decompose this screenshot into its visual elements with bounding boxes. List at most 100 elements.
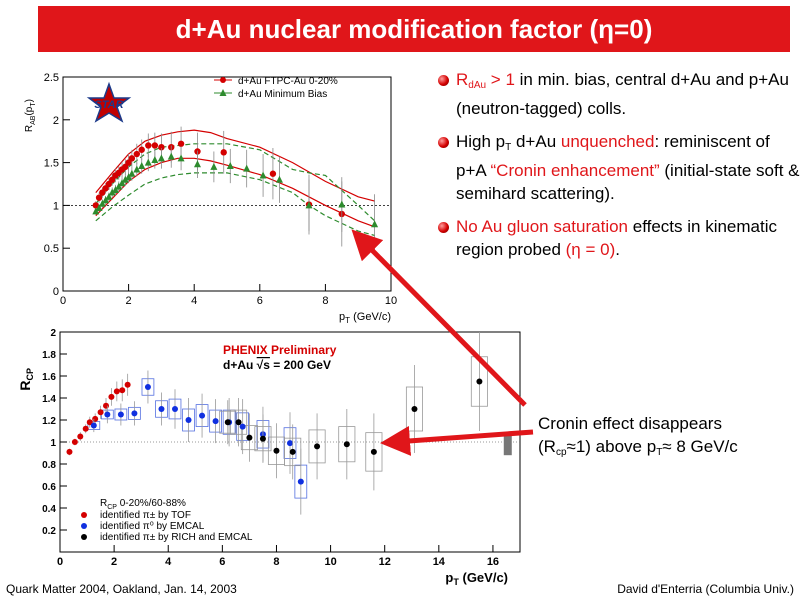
data-point-minbias xyxy=(133,165,141,173)
data-point-central xyxy=(151,142,159,149)
data-point xyxy=(108,393,115,400)
legend-label: d+Au FTPC-Au 0-20% xyxy=(238,76,338,87)
y-tick-label: 1.6 xyxy=(42,372,56,383)
legend-marker xyxy=(81,534,87,540)
saturation-label: No Au gluon saturation xyxy=(456,217,629,236)
star-rdau-chart: 0 2 4 6 8 10 0 0.5 1 1.5 2 2.5 RAB(pT) pT (GeV/c) STAR… xyxy=(24,72,397,324)
data-point xyxy=(370,448,377,455)
bullet-item-saturation: No Au gluon saturation effects in kinema… xyxy=(438,215,800,261)
data-point xyxy=(199,412,206,419)
data-point-central xyxy=(128,155,136,162)
legend-label: identified π± by RICH and EMCAL xyxy=(100,532,253,543)
data-point xyxy=(235,419,242,426)
data-point-central xyxy=(92,202,100,209)
legend-label: identified π⁰ by EMCAL xyxy=(100,521,205,532)
cronin-label: “Cronin enhancement” xyxy=(490,161,660,180)
data-point xyxy=(131,410,138,417)
cronin-callout: Cronin effect disappears (Rcp≈1) above p… xyxy=(538,412,800,464)
bullet-ball-icon xyxy=(438,137,449,148)
data-point xyxy=(103,402,109,409)
footer-author: David d'Enterria (Columbia Univ.) xyxy=(617,582,794,596)
data-point xyxy=(289,448,296,455)
footer-conference: Quark Matter 2004, Oakland, Jan. 14, 200… xyxy=(6,582,237,596)
data-point xyxy=(66,448,73,455)
systematic-band-upper xyxy=(95,129,375,202)
x-tick-label: 6 xyxy=(219,556,225,568)
y-tick-label: 1.5 xyxy=(44,158,59,170)
data-point xyxy=(411,406,418,412)
y-tick-label: 2 xyxy=(50,328,56,339)
legend-marker xyxy=(220,77,226,83)
data-point-minbias xyxy=(210,162,218,170)
data-point xyxy=(239,423,246,430)
x-tick-label: 12 xyxy=(379,556,391,568)
y-tick-label: 2 xyxy=(53,115,59,127)
x-tick-label: 6 xyxy=(257,295,263,307)
x-tick-label: 2 xyxy=(111,556,117,568)
legend-marker xyxy=(81,523,87,529)
callout-line-1: Cronin effect disappears xyxy=(538,414,722,433)
y-tick-label: 0.2 xyxy=(42,526,56,537)
data-point xyxy=(158,406,165,412)
data-point-minbias xyxy=(108,188,116,196)
data-point xyxy=(90,422,97,429)
data-point xyxy=(314,443,321,450)
x-tick-label: 14 xyxy=(433,556,446,568)
bullet-text: in min. bias, central d+Au and p+Au (neu… xyxy=(456,70,789,118)
data-point-minbias xyxy=(95,203,103,211)
data-point xyxy=(273,447,280,454)
eta-label: (η = 0) xyxy=(565,240,616,259)
data-point xyxy=(212,418,219,425)
star-logo-text: STAR xyxy=(94,99,123,111)
x-tick-label: 4 xyxy=(191,295,197,307)
data-point-central xyxy=(133,150,140,158)
data-point-central xyxy=(145,142,152,149)
data-point-minbias xyxy=(167,152,175,160)
data-point xyxy=(343,441,350,448)
x-tick-label: 10 xyxy=(385,295,397,307)
y-tick-label: 1 xyxy=(53,200,59,212)
x-tick-label: 16 xyxy=(487,556,499,568)
x-axis-label: pT (GeV/c) xyxy=(445,570,508,587)
data-point-minbias xyxy=(128,169,136,177)
star-logo: STAR xyxy=(86,81,132,123)
phenix-preliminary-label: PHENIX Preliminary xyxy=(223,343,337,357)
phenix-rcp-chart: 0 2 4 6 8 10 12 14 16 0.2 0.4 0.6 0.8 1 1.2 1.4 1.6 1.8 2 R… xyxy=(17,328,521,587)
data-point xyxy=(259,435,266,442)
x-axis-label: pT (GeV/c) xyxy=(339,311,391,324)
y-tick-label: 1 xyxy=(50,438,56,449)
data-point-minbias xyxy=(121,175,129,183)
data-point-minbias xyxy=(338,200,346,208)
data-point xyxy=(476,378,483,385)
rdau-label: RdAu > 1 xyxy=(456,70,515,91)
legend-title: RCP 0-20%/60-88% xyxy=(100,498,186,511)
y-tick-label: 1.8 xyxy=(42,350,56,361)
legend-marker xyxy=(219,89,227,96)
systematic-band-upper xyxy=(95,143,376,222)
legend-marker xyxy=(81,512,87,518)
data-point-minbias xyxy=(371,220,379,228)
y-tick-label: 0.8 xyxy=(42,460,56,471)
data-point-central xyxy=(220,149,227,156)
bullet-list: RdAu > 1 in min. bias, central d+Au and … xyxy=(438,68,800,271)
data-point-minbias xyxy=(157,154,165,162)
data-point xyxy=(287,440,293,447)
y-axis-label: RAB(pT) xyxy=(24,99,37,132)
data-point-minbias xyxy=(144,158,152,166)
y-tick-label: 1.2 xyxy=(42,416,56,427)
data-point-minbias xyxy=(243,164,251,172)
data-point xyxy=(246,434,253,441)
data-point xyxy=(92,415,99,422)
callout-line-2: (Rcp≈1) above pT≈ 8 GeV/c xyxy=(538,437,738,458)
data-point-central xyxy=(158,143,165,151)
x-tick-label: 0 xyxy=(60,295,66,307)
systematic-band-lower xyxy=(95,172,375,236)
data-point-minbias xyxy=(305,201,313,209)
x-tick-label: 10 xyxy=(324,556,336,568)
data-point-minbias xyxy=(226,162,234,170)
data-point xyxy=(172,406,178,412)
x-tick-label: 4 xyxy=(165,556,172,568)
data-point xyxy=(113,388,120,395)
bullet-item-rdau: RdAu > 1 in min. bias, central d+Au and … xyxy=(438,68,800,120)
y-tick-label: 0.6 xyxy=(42,482,56,493)
